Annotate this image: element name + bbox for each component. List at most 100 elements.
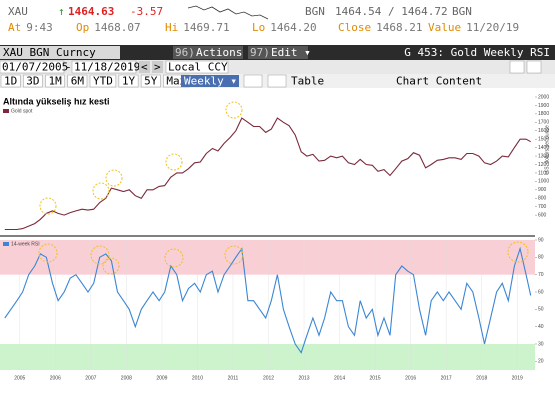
quote-label: At [8,21,21,34]
x-tick-label: 2017 [441,375,452,381]
y-tick-label: 1200 [538,162,549,168]
y-tick-label: 1300 [538,153,549,159]
start-date: 01/07/2005 [2,61,68,74]
period-button[interactable]: 5Y [140,74,161,88]
period-buttons: 1D 3D 1M 6M YTD 1Y 5Y Max [0,74,190,88]
chart-title: Altında yükseliş hız kesti [3,96,110,106]
next: > [154,61,161,74]
table-button[interactable]: Table [291,75,324,88]
redo-button[interactable] [526,60,542,74]
annotation-circle [165,153,183,171]
quote-label: Hi [165,21,178,34]
x-tick-label: 2014 [334,375,345,381]
page-title: G 453: Gold Weekly RSI [404,46,550,59]
prev: < [141,61,148,74]
legend-swatch [3,109,9,113]
actions-num: 96) [175,46,195,59]
period-button[interactable]: 6M [67,74,88,88]
y-tick-label: 1800 [538,111,549,117]
y-tick-label: 900 [538,187,547,193]
band [0,240,535,275]
frequency: Weekly ▾ [184,75,237,88]
period-label: YTD [93,75,113,88]
period-button[interactable]: 3D [23,74,43,88]
y-tick-label: 90 [538,237,544,243]
quote-label: Lo [252,21,265,34]
quote-label: Close [338,21,371,34]
prev-button[interactable] [139,61,150,73]
annotation-circle [38,243,58,263]
edit-button[interactable] [248,46,308,59]
x-tick-label: 2010 [192,375,203,381]
edit-num: 97) [250,46,270,59]
currency-box[interactable] [165,60,229,74]
period-button[interactable]: 1D [0,74,21,88]
color-button[interactable] [267,74,287,88]
y-tick-label: 30 [538,341,544,347]
x-tick-label: 2006 [50,375,61,381]
x-tick-label: 2007 [85,375,96,381]
period-button-bg [23,74,43,88]
period-label: 1Y [122,75,136,88]
x-tick-label: 2018 [476,375,487,381]
frequency-button[interactable] [181,75,239,87]
next-button[interactable] [152,61,163,73]
annotations [38,101,529,275]
quote-row: At 9:43 Op 1468.07 Hi 1469.71 Lo 1464.20 Close 14… [8,21,519,34]
y-tick-label: 700 [538,204,547,210]
chart-content-button[interactable]: Chart Content [396,75,482,88]
period-button[interactable]: 1M [45,75,65,88]
y-tick-label: 600 [538,212,547,218]
period-button-bg [67,74,88,88]
last-price: 1464.63 [68,5,114,18]
y-tick-label: 1700 [538,120,549,126]
y-tick-label: 80 [538,255,544,261]
period-button-bg [140,74,161,88]
period-button-bg [89,74,117,88]
y-tick-label: 1400 [538,145,549,151]
legend-label: 14-week RSI [11,241,40,247]
series-line [4,117,531,231]
start-date-box[interactable] [0,60,65,74]
x-tick-label: 2013 [298,375,309,381]
change: -3.57 [130,5,163,18]
x-tick-label: 2008 [121,375,132,381]
y-tick-label: 50 [538,307,544,313]
security-box[interactable] [0,46,120,59]
legend-label: Gold spot [11,108,33,114]
quote-label: Op [76,21,89,34]
charts: 600 700 800 900 1000 1100 1200 1300 1400 1500 1600… [0,94,549,381]
annotation-circle [39,197,57,215]
source: BGN [452,5,472,18]
security: XAU BGN Curncy [3,46,96,59]
quote-value: 11/20/19 [466,21,519,34]
series-line [4,246,532,354]
actions-button[interactable] [173,46,243,59]
color-button[interactable] [243,74,263,88]
dash: - [65,61,72,74]
quote-value: 1464.20 [270,21,316,34]
annotation-circle [102,257,120,275]
ticker: XAU [8,5,28,18]
y-tick-label: 70 [538,272,544,278]
period-button[interactable]: 1Y [118,75,139,88]
quote-label: Value [428,21,461,34]
currency: Local CCY [168,61,228,74]
source: BGN [305,5,325,18]
annotation-circle [92,182,110,200]
arrow: ↑ [58,5,65,18]
range-bar [0,60,555,74]
end-date: 11/18/2019 [74,61,140,74]
period-button-bg [0,74,21,88]
period-label: 6M [71,75,85,88]
annotation-circle [105,169,123,187]
quote-value: 1469.71 [183,21,229,34]
undo-button[interactable] [509,60,525,74]
y-tick-label: 1500 [538,137,549,143]
y-tick-label: 800 [538,196,547,202]
y-tick-label: 1900 [538,103,549,109]
end-date-box[interactable] [71,60,137,74]
annotation-circle [224,245,244,265]
period-button[interactable]: YTD [89,74,117,88]
